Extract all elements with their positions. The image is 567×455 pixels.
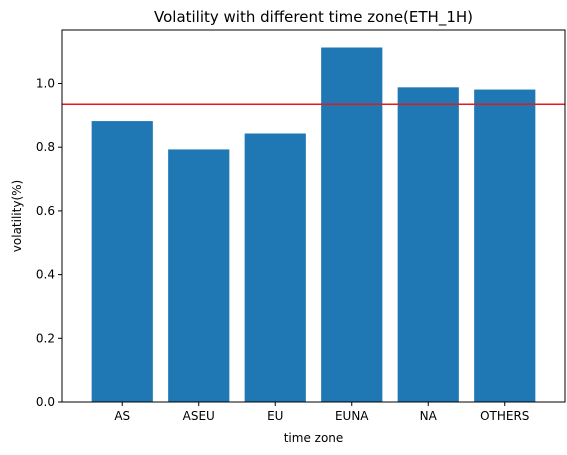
y-tick-label: 1.0: [36, 77, 55, 91]
x-tick-label: OTHERS: [480, 409, 529, 423]
bar-eu: [244, 133, 306, 403]
x-tick-label: EUNA: [335, 409, 369, 423]
bars-group: [91, 47, 536, 403]
bar-as: [91, 121, 153, 402]
y-tick-label: 0.4: [36, 268, 55, 282]
x-tick-label: ASEU: [183, 409, 215, 423]
plot-frame: [61, 29, 566, 403]
bar-na: [397, 87, 459, 402]
x-axis-label: time zone: [284, 431, 344, 445]
y-tick-label: 0.0: [36, 395, 55, 409]
chart-title: Volatility with different time zone(ETH_…: [154, 8, 473, 27]
y-tick-label: 0.8: [36, 140, 55, 154]
bar-aseu: [168, 149, 230, 402]
y-tick-label: 0.2: [36, 331, 55, 345]
x-tick-label: EU: [267, 409, 283, 423]
x-axis-ticks: AS ASEU EU EUNA NA OTHERS: [114, 402, 529, 423]
x-tick-label: NA: [420, 409, 438, 423]
y-axis-ticks: 0.0 0.2 0.4 0.6 0.8 1.0: [36, 77, 62, 409]
y-tick-label: 0.6: [36, 204, 55, 218]
x-tick-label: AS: [114, 409, 130, 423]
y-axis-label: volatility(%): [10, 180, 24, 252]
bar-others: [474, 89, 536, 402]
bar-euna: [321, 47, 383, 403]
